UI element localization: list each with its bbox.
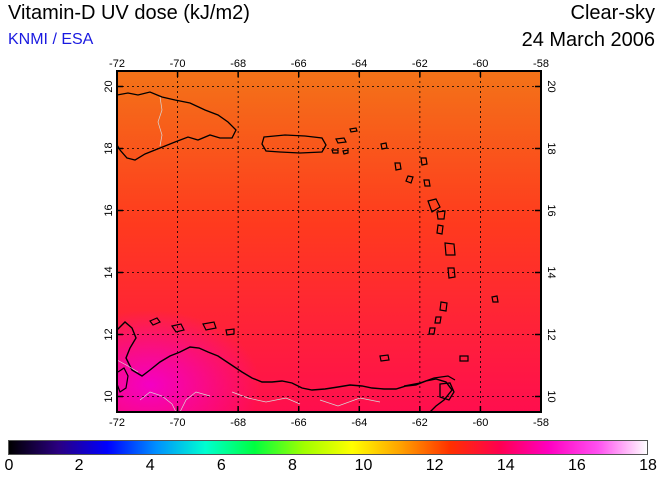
colorbar-label: 12 (425, 457, 444, 474)
frame-tick-marks (116, 71, 542, 412)
lon-tick-label-bottom: -58 (533, 417, 549, 429)
colorbar-label: 16 (567, 457, 586, 474)
lat-tick-label-left: 12 (103, 328, 115, 340)
lat-tick-label-right: 10 (545, 390, 557, 402)
lat-tick-label-right: 14 (545, 266, 557, 278)
trinidad-coastline (439, 382, 455, 401)
lesser-antilles (380, 142, 499, 362)
lon-tick-label-top: -66 (291, 58, 307, 70)
lon-tick-label-top: -70 (170, 58, 186, 70)
puerto-rico-coastline (261, 134, 327, 154)
country-borders (117, 96, 381, 412)
colorbar-label: 6 (216, 457, 226, 474)
lon-tick-label-bottom: -70 (170, 417, 186, 429)
sky-condition-label: Clear-sky (570, 2, 655, 24)
lat-lon-grid (117, 71, 541, 412)
lon-tick-label-top: -72 (109, 58, 125, 70)
lat-tick-label-right: 16 (545, 204, 557, 216)
lat-tick-label-left: 18 (103, 142, 115, 154)
date-label: 24 March 2006 (521, 29, 655, 51)
map-frame (116, 70, 542, 413)
colorbar-label: 18 (639, 457, 657, 474)
lon-tick-label-top: -58 (533, 58, 549, 70)
lon-tick-label-bottom: -60 (472, 417, 488, 429)
lon-tick-label-bottom: -64 (351, 417, 367, 429)
hispaniola-coastline (117, 91, 237, 161)
credit-label: KNMI / ESA (8, 31, 94, 48)
lon-tick-label-top: -62 (412, 58, 428, 70)
map-title: Vitamin-D UV dose (kJ/m2) (8, 2, 250, 24)
lat-tick-label-right: 18 (545, 142, 557, 154)
colorbar-label: 2 (74, 457, 84, 474)
paria-peninsula (403, 375, 456, 387)
lat-tick-label-right: 12 (545, 328, 557, 340)
colorbar-label: 10 (354, 457, 373, 474)
lon-tick-label-top: -60 (472, 58, 488, 70)
lon-tick-label-top: -68 (230, 58, 246, 70)
lat-tick-label-left: 14 (103, 266, 115, 278)
lat-tick-label-left: 10 (103, 390, 115, 402)
colorbar-label: 4 (145, 457, 155, 474)
lat-tick-label-left: 16 (103, 204, 115, 216)
uv-hotspot (117, 310, 260, 412)
lon-tick-label-bottom: -62 (412, 417, 428, 429)
lake-maracaibo (117, 367, 129, 393)
lon-tick-label-bottom: -66 (291, 417, 307, 429)
lat-tick-label-left: 20 (103, 80, 115, 92)
virgin-islands (331, 127, 358, 155)
lat-tick-label-right: 20 (545, 80, 557, 92)
colorbar-label: 8 (287, 457, 297, 474)
abc-islands (149, 317, 390, 362)
colorbar-label: 14 (496, 457, 515, 474)
lon-tick-label-bottom: -72 (109, 417, 125, 429)
lon-tick-label-bottom: -68 (230, 417, 246, 429)
lon-tick-label-top: -64 (351, 58, 367, 70)
colorbar-label: 0 (4, 457, 14, 474)
axis-tick-labels: -72 -72 -70 -70 -68 -68 -66 -66 -64 -64 -62 -62 -60 -… (103, 58, 557, 429)
colorbar (8, 440, 648, 455)
